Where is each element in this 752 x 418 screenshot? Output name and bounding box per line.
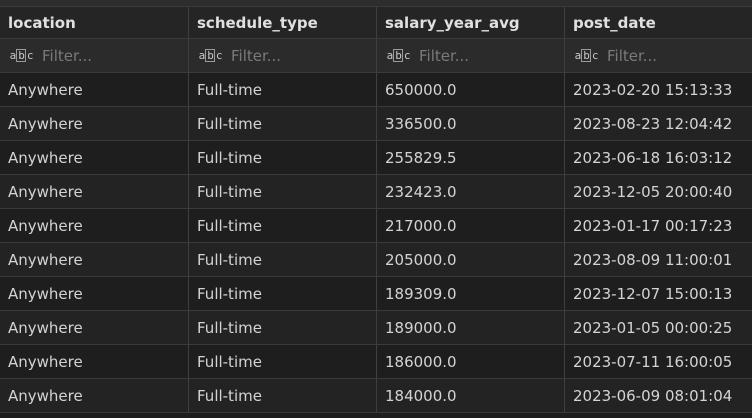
cell-salary-year-avg[interactable]: 189000.0 <box>377 311 565 345</box>
table-row[interactable]: Anywhere Full-time 336500.0 2023-08-23 1… <box>0 107 752 141</box>
filter-input-schedule-type[interactable] <box>231 46 361 65</box>
table-row[interactable]: Anywhere Full-time 255829.5 2023-06-18 1… <box>0 141 752 175</box>
filter-row: abc abc abc abc <box>0 39 752 73</box>
cell-post-date[interactable]: 2023-08-09 11:00:01 <box>565 243 752 277</box>
cell-schedule-type[interactable]: Full-time <box>189 379 377 413</box>
filter-input-post-date[interactable] <box>607 46 737 65</box>
cell-salary-year-avg[interactable]: 232423.0 <box>377 175 565 209</box>
cell-post-date[interactable]: 2023-01-05 00:00:25 <box>565 311 752 345</box>
table-row[interactable]: Anywhere Full-time 189000.0 2023-01-05 0… <box>0 311 752 345</box>
cell-location[interactable]: Anywhere <box>0 107 189 141</box>
cell-post-date[interactable]: 2023-06-09 08:01:04 <box>565 379 752 413</box>
cell-salary-year-avg[interactable]: 205000.0 <box>377 243 565 277</box>
cell-post-date[interactable]: 2023-07-11 16:00:05 <box>565 345 752 379</box>
header-row: location schedule_type salary_year_avg p… <box>0 7 752 39</box>
cell-schedule-type[interactable]: Full-time <box>189 73 377 107</box>
cell-post-date[interactable]: 2023-01-17 00:17:23 <box>565 209 752 243</box>
cell-location[interactable]: Anywhere <box>0 379 189 413</box>
cell-schedule-type[interactable]: Full-time <box>189 209 377 243</box>
cell-location[interactable]: Anywhere <box>0 175 189 209</box>
column-header-schedule-type[interactable]: schedule_type <box>189 7 377 39</box>
cell-salary-year-avg[interactable]: 217000.0 <box>377 209 565 243</box>
column-header-label: schedule_type <box>197 13 318 32</box>
cell-location[interactable]: Anywhere <box>0 243 189 277</box>
cell-location[interactable]: Anywhere <box>0 277 189 311</box>
cell-salary-year-avg[interactable]: 255829.5 <box>377 141 565 175</box>
table-row[interactable]: Anywhere Full-time 186000.0 2023-07-11 1… <box>0 345 752 379</box>
cell-location[interactable]: Anywhere <box>0 141 189 175</box>
cell-post-date[interactable]: 2023-06-18 16:03:12 <box>565 141 752 175</box>
column-header-salary-year-avg[interactable]: salary_year_avg <box>377 7 565 39</box>
column-header-label: salary_year_avg <box>385 13 520 32</box>
cell-schedule-type[interactable]: Full-time <box>189 141 377 175</box>
cell-schedule-type[interactable]: Full-time <box>189 243 377 277</box>
table-row[interactable]: Anywhere Full-time 650000.0 2023-02-20 1… <box>0 73 752 107</box>
column-header-post-date[interactable]: post_date <box>565 7 752 39</box>
cell-salary-year-avg[interactable]: 189309.0 <box>377 277 565 311</box>
filter-input-salary-year-avg[interactable] <box>419 46 549 65</box>
cell-salary-year-avg[interactable]: 184000.0 <box>377 379 565 413</box>
cell-post-date[interactable]: 2023-08-23 12:04:42 <box>565 107 752 141</box>
cell-location[interactable]: Anywhere <box>0 311 189 345</box>
cell-schedule-type[interactable]: Full-time <box>189 107 377 141</box>
cell-post-date[interactable]: 2023-12-07 15:00:13 <box>565 277 752 311</box>
cell-salary-year-avg[interactable]: 336500.0 <box>377 107 565 141</box>
cell-location[interactable]: Anywhere <box>0 209 189 243</box>
column-header-location[interactable]: location <box>0 7 189 39</box>
cell-salary-year-avg[interactable]: 186000.0 <box>377 345 565 379</box>
cell-schedule-type[interactable]: Full-time <box>189 345 377 379</box>
column-header-label: location <box>8 13 76 32</box>
filter-input-location[interactable] <box>42 46 172 65</box>
cell-schedule-type[interactable]: Full-time <box>189 277 377 311</box>
table-row[interactable]: Anywhere Full-time 189309.0 2023-12-07 1… <box>0 277 752 311</box>
table-row[interactable]: Anywhere Full-time 217000.0 2023-01-17 0… <box>0 209 752 243</box>
column-header-label: post_date <box>573 13 656 32</box>
grid-top-border <box>0 0 752 7</box>
cell-salary-year-avg[interactable]: 650000.0 <box>377 73 565 107</box>
cell-post-date[interactable]: 2023-12-05 20:00:40 <box>565 175 752 209</box>
cell-post-date[interactable]: 2023-02-20 15:13:33 <box>565 73 752 107</box>
table-row[interactable]: Anywhere Full-time 184000.0 2023-06-09 0… <box>0 379 752 413</box>
cell-schedule-type[interactable]: Full-time <box>189 175 377 209</box>
cell-schedule-type[interactable]: Full-time <box>189 311 377 345</box>
table-row[interactable]: Anywhere Full-time 205000.0 2023-08-09 1… <box>0 243 752 277</box>
cell-location[interactable]: Anywhere <box>0 345 189 379</box>
cell-location[interactable]: Anywhere <box>0 73 189 107</box>
table-row[interactable]: Anywhere Full-time 232423.0 2023-12-05 2… <box>0 175 752 209</box>
